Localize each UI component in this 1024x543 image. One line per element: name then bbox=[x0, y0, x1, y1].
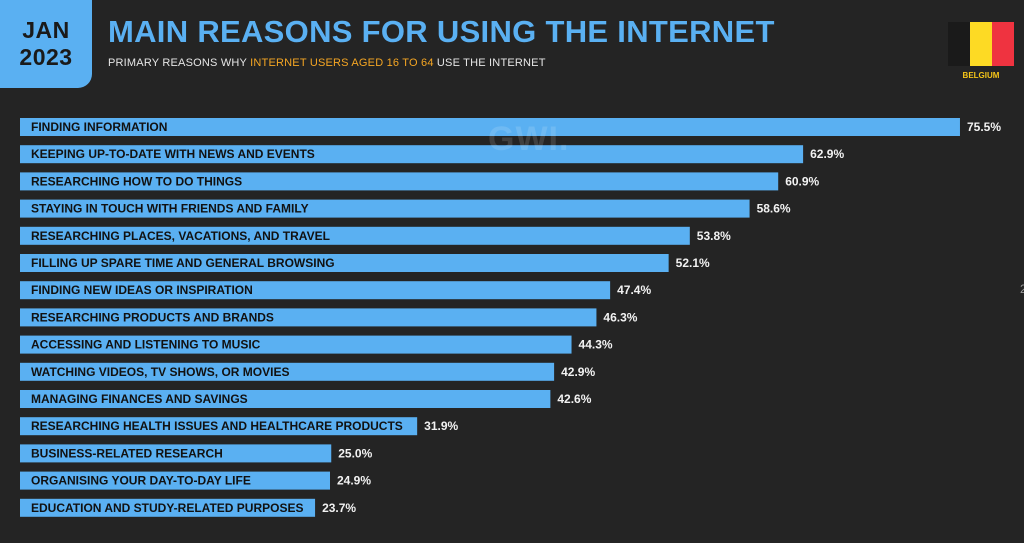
value-label: 52.1% bbox=[676, 256, 710, 270]
bar bbox=[20, 281, 611, 300]
subtitle-post: USE THE INTERNET bbox=[433, 57, 546, 69]
category-label: ACCESSING AND LISTENING TO MUSIC bbox=[31, 338, 261, 352]
subtitle-pre: PRIMARY REASONS WHY bbox=[108, 57, 251, 69]
bar bbox=[20, 471, 331, 490]
category-label: STAYING IN TOUCH WITH FRIENDS AND FAMILY bbox=[31, 202, 309, 216]
bar bbox=[20, 362, 555, 381]
category-label: WATCHING VIDEOS, TV SHOWS, OR MOVIES bbox=[31, 365, 289, 379]
value-label: 62.9% bbox=[810, 147, 844, 161]
value-label: 58.6% bbox=[757, 202, 791, 216]
category-label: FILLING UP SPARE TIME AND GENERAL BROWSI… bbox=[31, 256, 335, 270]
category-label: KEEPING UP-TO-DATE WITH NEWS AND EVENTS bbox=[31, 147, 315, 161]
flag-stripe-yellow bbox=[970, 22, 992, 66]
value-label: 42.9% bbox=[561, 365, 595, 379]
value-label: 46.3% bbox=[603, 310, 637, 324]
value-label: 42.6% bbox=[557, 392, 591, 406]
category-label: EDUCATION AND STUDY-RELATED PURPOSES bbox=[31, 501, 303, 515]
bar bbox=[20, 498, 316, 517]
bar bbox=[20, 390, 551, 408]
category-label: FINDING INFORMATION bbox=[31, 120, 167, 134]
value-label: 24.9% bbox=[337, 474, 371, 488]
bar bbox=[20, 417, 418, 436]
value-label: 31.9% bbox=[424, 419, 458, 433]
date-badge: JAN 2023 bbox=[0, 0, 92, 88]
category-label: ORGANISING YOUR DAY-TO-DAY LIFE bbox=[31, 474, 251, 488]
value-label: 47.4% bbox=[617, 283, 651, 297]
bar bbox=[20, 118, 960, 136]
bar bbox=[20, 226, 690, 245]
category-label: FINDING NEW IDEAS OR INSPIRATION bbox=[31, 283, 253, 297]
chart-subtitle: PRIMARY REASONS WHY INTERNET USERS AGED … bbox=[108, 57, 546, 69]
value-label: 23.7% bbox=[322, 501, 356, 515]
bar bbox=[20, 335, 572, 354]
bar bbox=[20, 199, 750, 218]
category-label: RESEARCHING HEALTH ISSUES AND HEALTHCARE… bbox=[31, 419, 403, 433]
category-label: RESEARCHING HOW TO DO THINGS bbox=[31, 174, 242, 188]
value-label: 25.0% bbox=[338, 446, 372, 460]
value-label: 75.5% bbox=[967, 120, 1001, 134]
category-label: MANAGING FINANCES AND SAVINGS bbox=[31, 392, 248, 406]
bar bbox=[20, 145, 804, 164]
country-label: BELGIUM bbox=[962, 71, 1000, 80]
bar bbox=[20, 308, 597, 327]
category-label: BUSINESS-RELATED RESEARCH bbox=[31, 446, 223, 460]
chart-title: MAIN REASONS FOR USING THE INTERNET bbox=[108, 14, 775, 49]
bar bbox=[20, 254, 669, 272]
flag-stripe-black bbox=[948, 22, 970, 66]
value-label: 60.9% bbox=[785, 174, 819, 188]
gwi-watermark: GWI. bbox=[488, 120, 570, 158]
subtitle-highlight: INTERNET USERS AGED 16 TO 64 bbox=[250, 57, 434, 69]
bar bbox=[20, 172, 779, 191]
belgium-flag-icon bbox=[948, 22, 1014, 66]
value-label: 53.8% bbox=[697, 229, 731, 243]
flag-stripe-red bbox=[992, 22, 1014, 66]
date-year: 2023 bbox=[19, 44, 73, 70]
category-label: RESEARCHING PLACES, VACATIONS, AND TRAVE… bbox=[31, 229, 330, 243]
edge-mark: 2 bbox=[1020, 282, 1024, 296]
bar bbox=[20, 444, 332, 463]
date-month: JAN bbox=[22, 17, 70, 43]
value-label: 44.3% bbox=[579, 338, 613, 352]
category-label: RESEARCHING PRODUCTS AND BRANDS bbox=[31, 310, 274, 324]
